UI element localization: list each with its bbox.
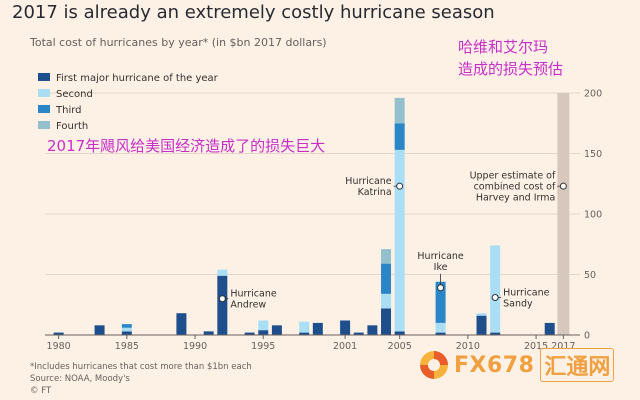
cn-note-summary: 2017年飓风给美国经济造成了的损失巨大 xyxy=(47,137,326,155)
x-tick-label-2017: 2017 xyxy=(551,341,575,352)
annotation-text-2017-1: combined cost of xyxy=(474,182,556,193)
bar-1985-s1 xyxy=(121,331,132,335)
bar-1995-s2 xyxy=(258,320,269,331)
legend-swatch-1 xyxy=(38,73,50,81)
x-tick-label-1980: 1980 xyxy=(47,341,71,352)
bar-2003-s1 xyxy=(367,325,378,335)
annotation-text-2005-1: Katrina xyxy=(358,187,392,198)
watermark-brand: FX678 xyxy=(454,352,535,378)
bar-2005-s2 xyxy=(394,149,405,332)
legend-label-2: Second xyxy=(56,89,93,100)
bar-1980-s1 xyxy=(53,332,64,335)
legend-swatch-3 xyxy=(38,105,50,113)
bar-1992-s2 xyxy=(217,269,228,276)
bar-1983-s1 xyxy=(94,325,105,335)
bar-2008-s1 xyxy=(435,332,446,335)
source: Source: NOAA, Moody's xyxy=(30,374,130,384)
x-tick-label-1990: 1990 xyxy=(183,341,207,352)
bar-2004-s1 xyxy=(381,308,392,335)
legend-label-3: Third xyxy=(55,105,82,116)
annotation-text-2017-2: Harvey and Irma xyxy=(476,193,556,204)
annotation-text-1992-0: Hurricane xyxy=(230,289,277,300)
bar-2005-s4 xyxy=(394,97,405,124)
y-tick-label-150: 150 xyxy=(584,149,602,160)
annotation-text-2017-0: Upper estimate of xyxy=(470,171,556,182)
legend-label-1: First major hurricane of the year xyxy=(56,73,219,84)
annotation-dot-2008 xyxy=(437,284,445,292)
bar-2001-s1 xyxy=(340,320,351,335)
annotation-dot-1992 xyxy=(218,295,226,303)
annotation-text-2012-1: Sandy xyxy=(503,298,533,309)
footnote: *Includes hurricanes that cost more than… xyxy=(30,362,252,372)
bar-2012-s1 xyxy=(490,332,501,335)
bar-2008-s2 xyxy=(435,322,446,333)
bar-1991-s1 xyxy=(203,331,214,335)
annotation-text-2008-1: Ike xyxy=(434,262,448,273)
bar-1985-s3 xyxy=(121,324,132,328)
x-axis: 1980 1985 1990 1995 2001 2005 2010 2015 2017 xyxy=(45,334,580,352)
bar-2005-s1 xyxy=(394,331,405,335)
bar-2016-s1 xyxy=(544,322,555,335)
annotation-text-2008-0: Hurricane xyxy=(417,251,464,262)
watermark: FX678 汇通网 xyxy=(420,348,615,382)
cn-note-estimate-line1: 哈维和艾尔玛 xyxy=(458,38,549,56)
watermark-logo-icon xyxy=(420,351,448,379)
x-tick-label-2005: 2005 xyxy=(388,341,412,352)
bar-2004-s3 xyxy=(381,263,392,294)
bar-estimate-2017 xyxy=(557,93,570,335)
x-tick-label-2010: 2010 xyxy=(456,341,480,352)
annotations: HurricaneAndrewHurricaneKatrinaHurricane… xyxy=(218,171,567,311)
chart-title: 2017 is already an extremely costly hurr… xyxy=(12,2,495,23)
y-axis-labels: 0 50 100 150 200 xyxy=(584,89,602,342)
bars xyxy=(53,93,570,335)
legend: First major hurricane of the year Second T… xyxy=(38,73,219,132)
y-tick-label-200: 200 xyxy=(584,89,602,100)
legend-swatch-2 xyxy=(38,89,50,97)
bar-1998-s1 xyxy=(299,332,310,335)
y-tick-label-0: 0 xyxy=(584,331,590,342)
y-tick-label-100: 100 xyxy=(584,210,602,221)
annotation-dot-2005 xyxy=(396,182,404,190)
bar-1998-s2 xyxy=(299,321,310,333)
bar-1999-s1 xyxy=(312,322,323,335)
annotation-text-2005-0: Hurricane xyxy=(345,176,392,187)
annotation-text-1992-1: Andrew xyxy=(230,300,266,311)
legend-label-4: Fourth xyxy=(56,121,88,132)
y-tick-label-50: 50 xyxy=(584,270,596,281)
cn-note-estimate-line2: 造成的损失预估 xyxy=(458,60,564,78)
bar-2011-s1 xyxy=(476,315,487,335)
bar-2004-s2 xyxy=(381,293,392,309)
annotation-text-2012-0: Hurricane xyxy=(503,287,550,298)
annotation-dot-2012 xyxy=(491,293,499,301)
bar-1996-s1 xyxy=(271,325,282,335)
bar-1992-s1 xyxy=(217,275,228,335)
credit: © FT xyxy=(30,386,52,396)
legend-swatch-4 xyxy=(38,121,50,129)
x-tick-label-1995: 1995 xyxy=(251,341,275,352)
bar-1994-s1 xyxy=(244,332,255,335)
annotation-dot-2017 xyxy=(559,182,567,190)
bar-2012-s2 xyxy=(490,245,501,333)
x-tick-label-2015: 2015 xyxy=(524,341,548,352)
bar-2004-s4 xyxy=(381,249,392,264)
bar-1989-s1 xyxy=(176,313,187,335)
bar-2008-s3 xyxy=(435,281,446,323)
bar-1995-s1 xyxy=(258,330,269,335)
watermark-cn: 汇通网 xyxy=(540,348,615,382)
x-tick-label-1985: 1985 xyxy=(115,341,139,352)
cn-note-estimate: 哈维和艾尔玛 造成的损失预估 xyxy=(458,36,563,80)
bar-2011-s2 xyxy=(476,313,487,316)
bar-1985-s2 xyxy=(121,327,132,332)
bar-2002-s1 xyxy=(353,332,364,335)
bar-2005-s3 xyxy=(394,123,405,150)
chart-subtitle: Total cost of hurricanes by year* (in $b… xyxy=(30,36,327,49)
x-tick-label-2001: 2001 xyxy=(333,341,357,352)
